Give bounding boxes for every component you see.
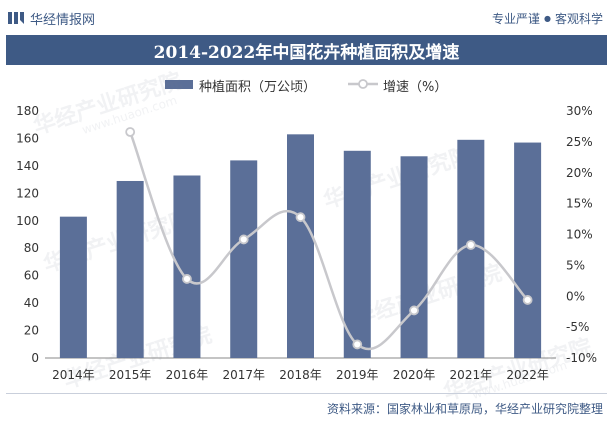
- growth-point: [295, 212, 306, 223]
- brand-logo-icon: [8, 12, 24, 24]
- x-tick-label: 2015年: [109, 368, 152, 382]
- y-left-tick-label: 40: [24, 296, 39, 310]
- y-left-tick-label: 20: [24, 324, 39, 338]
- y-left-tick-label: 120: [16, 186, 39, 200]
- bar: [116, 180, 144, 358]
- bar: [287, 134, 314, 358]
- brand-name: 华经情报网: [30, 12, 96, 28]
- growth-point: [125, 127, 136, 137]
- y-right-tick-label: 10%: [566, 228, 593, 242]
- legend-bar-label: 种植面积（万公顷）: [199, 80, 317, 95]
- growth-point: [522, 295, 533, 305]
- bar: [230, 160, 258, 358]
- chart: 0 20 40 60 80 100 120 140 160 180 -10% -5% 0% 5% 10% 15…: [16, 104, 597, 382]
- y-left-tick-label: 100: [16, 214, 39, 228]
- y-left-tick-label: 160: [16, 131, 39, 145]
- bar: [400, 156, 428, 358]
- y-right-tick-label: 15%: [566, 197, 593, 211]
- legend: 种植面积（万公顷） 增速（%）: [0, 74, 613, 95]
- x-tick-label: 2018年: [279, 368, 322, 382]
- y-left-tick-label: 60: [24, 269, 39, 283]
- legend-line-swatch: [348, 79, 378, 89]
- y-right-tick-label: 25%: [566, 135, 593, 149]
- y-right-tick-label: 5%: [566, 258, 585, 272]
- y-right-tick-label: 20%: [566, 166, 593, 180]
- y-right-tick-label: -10%: [566, 351, 597, 365]
- x-tick-label: 2014年: [52, 368, 95, 382]
- y-right-tick-label: -5%: [566, 320, 589, 334]
- top-bar: 华经情报网 专业严谨 ● 客观科学: [0, 0, 613, 34]
- x-tick-label: 2022年: [506, 368, 549, 382]
- brand[interactable]: 华经情报网: [8, 9, 96, 28]
- chart-title: 2014-2022年中国花卉种植面积及增速: [6, 35, 607, 65]
- x-tick-label: 2016年: [166, 368, 209, 382]
- growth-point: [238, 234, 249, 245]
- y-left-tick-label: 0: [31, 351, 39, 365]
- bar: [59, 216, 87, 358]
- growth-point: [465, 240, 476, 250]
- y-left-tick-label: 180: [16, 104, 39, 118]
- slogan-right: 客观科学: [554, 12, 603, 26]
- y-right-tick-label: 0%: [566, 289, 585, 303]
- growth-point: [409, 305, 419, 316]
- y-right-tick-label: 30%: [566, 104, 593, 118]
- x-tick-label: 2020年: [393, 368, 436, 382]
- x-tick-label: 2021年: [450, 368, 493, 382]
- bar: [514, 142, 542, 358]
- y-left-tick-label: 80: [24, 241, 39, 255]
- growth-point: [352, 339, 363, 350]
- y-left-tick-label: 140: [16, 159, 39, 173]
- bar: [343, 150, 371, 358]
- growth-point: [182, 274, 192, 284]
- footer-divider: [6, 393, 607, 394]
- source-note: 资料来源：国家林业和草原局，华经产业研究院整理: [326, 402, 603, 416]
- legend-bar-swatch: [165, 80, 193, 89]
- slogan-separator: ●: [544, 14, 551, 23]
- legend-line-label: 增速（%）: [383, 80, 448, 95]
- x-tick-label: 2019年: [336, 368, 379, 382]
- slogan-left: 专业严谨: [491, 12, 540, 26]
- x-tick-label: 2017年: [222, 368, 265, 382]
- slogan: 专业严谨 ● 客观科学: [492, 10, 603, 27]
